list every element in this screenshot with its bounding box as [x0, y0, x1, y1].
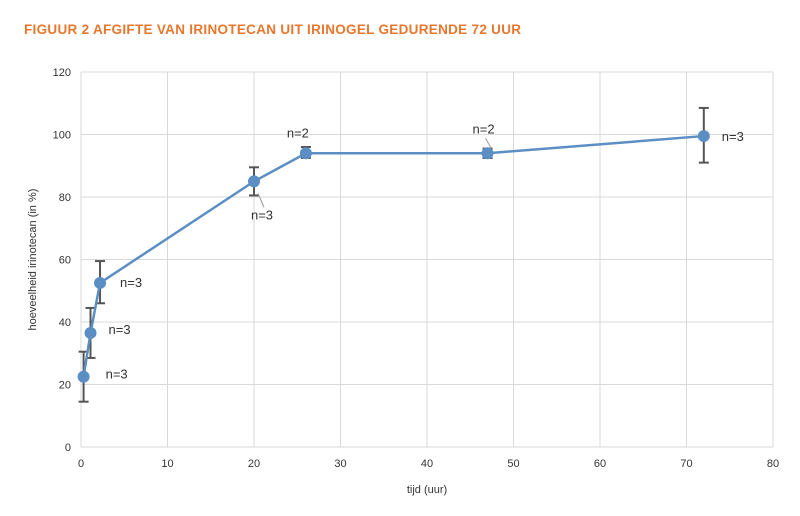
series-line-group — [77, 130, 710, 383]
y-tick-label: 80 — [59, 192, 71, 204]
sample-size-label: n=3 — [722, 129, 744, 144]
x-tick-label: 50 — [507, 458, 519, 470]
x-tick-labels: 0 10 20 30 40 50 60 70 80 — [78, 458, 779, 470]
y-tick-label: 0 — [65, 442, 71, 454]
x-axis-label: tijd (uur) — [407, 484, 447, 496]
sample-size-label: n=2 — [287, 125, 309, 140]
data-point — [299, 147, 312, 160]
y-tick-label: 120 — [53, 67, 71, 79]
data-point — [248, 175, 260, 188]
y-tick-label: 60 — [59, 255, 71, 267]
data-point — [697, 130, 710, 143]
sample-size-label: n=3 — [120, 275, 142, 290]
data-point — [481, 147, 494, 160]
y-axis-label: hoeveelheid irinotecan (in %) — [27, 189, 39, 331]
series-line — [82, 134, 704, 377]
x-tick-label: 30 — [334, 458, 346, 470]
x-tick-label: 10 — [161, 458, 173, 470]
annotations: n=3 n=3 n=3 n=3 n=2 n=2 n=3 — [106, 121, 744, 381]
y-tick-label: 100 — [53, 130, 71, 142]
y-tick-labels: 0 20 40 60 80 100 120 — [53, 67, 71, 454]
x-tick-label: 80 — [767, 458, 779, 470]
sample-size-label: n=3 — [251, 207, 273, 222]
annotation-leader-line — [485, 138, 491, 148]
data-point — [94, 276, 107, 289]
chart-grid — [80, 71, 774, 448]
x-tick-label: 60 — [594, 458, 606, 470]
annotation-leader-line — [257, 193, 265, 208]
sample-size-label: n=3 — [106, 367, 128, 382]
x-tick-label: 70 — [680, 458, 692, 470]
sample-size-label: n=3 — [109, 322, 131, 337]
x-tick-label: 40 — [421, 458, 433, 470]
x-tick-label: 20 — [248, 458, 260, 470]
y-tick-label: 20 — [59, 380, 71, 392]
x-tick-label: 0 — [78, 458, 84, 470]
figure-title: FIGUUR 2 AFGIFTE VAN IRINOTECAN UIT IRIN… — [24, 22, 522, 37]
data-point — [77, 370, 90, 383]
sample-size-label: n=2 — [473, 121, 495, 136]
y-tick-label: 40 — [59, 317, 71, 329]
annotation-leaders — [257, 138, 491, 208]
data-point — [84, 326, 97, 339]
